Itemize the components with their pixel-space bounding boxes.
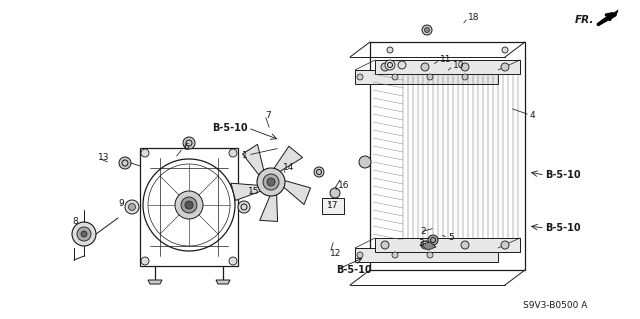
Polygon shape [243, 144, 265, 178]
Circle shape [129, 204, 136, 211]
Text: B-5-10: B-5-10 [545, 170, 580, 180]
Circle shape [238, 201, 250, 213]
Text: 17: 17 [327, 202, 339, 211]
Text: 14: 14 [283, 164, 294, 173]
Circle shape [119, 157, 131, 169]
Bar [370, 42, 525, 270]
Circle shape [392, 74, 398, 80]
Bar [140, 148, 238, 266]
Bar [322, 198, 344, 214]
Circle shape [461, 241, 469, 249]
Circle shape [422, 25, 432, 35]
Circle shape [185, 201, 193, 209]
Text: B-5-10: B-5-10 [545, 223, 580, 233]
Text: 2: 2 [420, 227, 426, 236]
Circle shape [427, 252, 433, 258]
Circle shape [462, 74, 468, 80]
Polygon shape [231, 183, 265, 200]
Polygon shape [598, 10, 618, 26]
Text: 6: 6 [183, 144, 189, 152]
Bar [355, 248, 498, 262]
Circle shape [330, 188, 340, 198]
Circle shape [421, 241, 429, 249]
Circle shape [357, 74, 363, 80]
Circle shape [314, 167, 324, 177]
Circle shape [502, 47, 508, 53]
Circle shape [357, 252, 363, 258]
Circle shape [229, 149, 237, 157]
Text: 11: 11 [440, 56, 451, 64]
Circle shape [381, 63, 389, 71]
Text: 13: 13 [98, 153, 109, 162]
Circle shape [421, 63, 429, 71]
Text: S9V3-B0500 A: S9V3-B0500 A [523, 300, 587, 309]
Bar [355, 70, 498, 84]
Text: B-5-10: B-5-10 [336, 265, 372, 275]
Circle shape [181, 197, 197, 213]
Circle shape [427, 74, 433, 80]
Text: 4: 4 [530, 110, 536, 120]
Circle shape [398, 61, 406, 69]
Polygon shape [148, 280, 162, 284]
Circle shape [77, 227, 91, 241]
Text: 18: 18 [468, 13, 479, 23]
Circle shape [263, 174, 279, 190]
Text: FR.: FR. [575, 15, 594, 25]
Circle shape [81, 231, 87, 237]
Circle shape [428, 235, 438, 245]
Circle shape [387, 47, 393, 53]
Circle shape [141, 257, 149, 265]
Bar [375, 238, 520, 252]
Text: 16: 16 [338, 181, 349, 189]
Text: 9: 9 [118, 199, 124, 209]
Polygon shape [281, 179, 310, 204]
Circle shape [72, 222, 96, 246]
Text: 12: 12 [330, 249, 341, 257]
Circle shape [392, 252, 398, 258]
Text: 3: 3 [418, 239, 424, 248]
Circle shape [229, 257, 237, 265]
Text: 1: 1 [243, 151, 248, 160]
Circle shape [267, 178, 275, 186]
Circle shape [257, 168, 285, 196]
Circle shape [385, 60, 395, 70]
Circle shape [175, 191, 203, 219]
Text: 15: 15 [248, 188, 259, 197]
Circle shape [359, 156, 371, 168]
Circle shape [501, 63, 509, 71]
Text: 5: 5 [448, 234, 454, 242]
Circle shape [381, 241, 389, 249]
Circle shape [501, 241, 509, 249]
Text: 8: 8 [72, 218, 77, 226]
Circle shape [141, 149, 149, 157]
Polygon shape [420, 242, 436, 250]
Circle shape [183, 137, 195, 149]
Text: 10: 10 [453, 62, 465, 70]
Circle shape [125, 200, 139, 214]
Circle shape [424, 27, 429, 33]
Text: 7: 7 [265, 110, 271, 120]
Circle shape [461, 63, 469, 71]
Text: B-5-10: B-5-10 [212, 123, 248, 133]
Bar [375, 60, 520, 74]
Polygon shape [216, 280, 230, 284]
Polygon shape [271, 146, 303, 174]
Polygon shape [260, 190, 278, 221]
